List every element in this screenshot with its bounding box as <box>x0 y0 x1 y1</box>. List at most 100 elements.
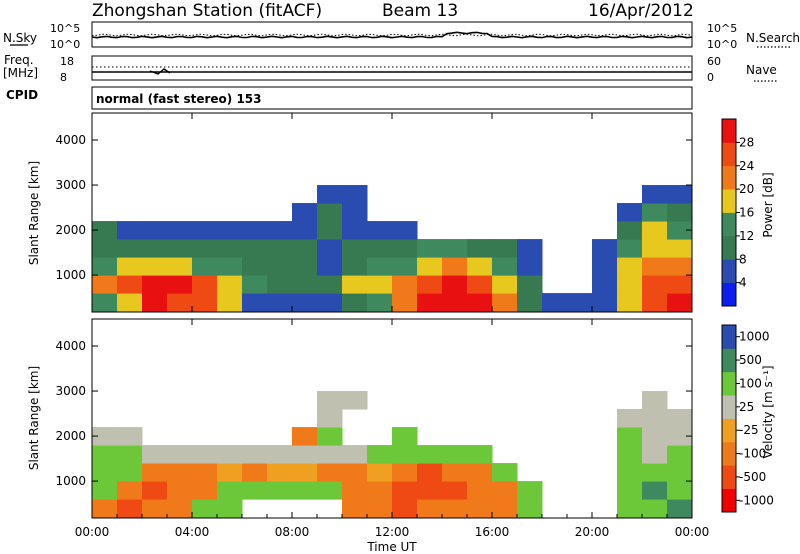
heatmap-cell <box>467 499 493 518</box>
heatmap-cell <box>667 257 693 276</box>
heatmap-cell <box>167 463 193 482</box>
heatmap-cell <box>92 463 118 482</box>
heatmap-cell <box>367 257 393 276</box>
heatmap-cell <box>317 239 343 258</box>
colorbar-segment <box>722 212 736 237</box>
heatmap-cell <box>417 463 443 482</box>
heatmap-cell <box>292 221 318 240</box>
heatmap-cell <box>267 221 293 240</box>
heatmap-cell <box>317 203 343 222</box>
y-tick-label: 3000 <box>55 384 86 398</box>
heatmap-cell <box>242 463 268 482</box>
heatmap-cell <box>167 293 193 312</box>
colorbar-tick-label: -500 <box>739 470 766 484</box>
heatmap-cell <box>292 275 318 294</box>
heatmap-cell <box>567 293 593 312</box>
freq-panel <box>91 55 693 81</box>
heatmap-cell <box>442 463 468 482</box>
heatmap-cell <box>142 463 168 482</box>
heatmap-cell <box>392 463 418 482</box>
heatmap-cell <box>642 185 668 204</box>
heatmap-cell <box>217 481 243 500</box>
power-heatmap <box>92 185 693 312</box>
freq-label: Freq. <box>4 53 34 67</box>
x-tick-label: 20:00 <box>575 525 610 539</box>
x-tick-label: 00:00 <box>75 525 110 539</box>
heatmap-cell <box>367 481 393 500</box>
heatmap-cell <box>442 293 468 312</box>
heatmap-cell <box>667 221 693 240</box>
y-tick-label: 4000 <box>55 133 86 147</box>
heatmap-cell <box>392 239 418 258</box>
heatmap-cell <box>217 293 243 312</box>
colorbar-tick-label: -100 <box>739 447 766 461</box>
heatmap-cell <box>417 481 443 500</box>
heatmap-cell <box>292 445 318 464</box>
heatmap-cell <box>542 293 568 312</box>
heatmap-cell <box>342 499 368 518</box>
heatmap-cell <box>467 481 493 500</box>
colorbar-segment <box>722 488 736 513</box>
y-tick-label: 2000 <box>55 429 86 443</box>
heatmap-cell <box>117 481 143 500</box>
nsky-tick-high: 10^5 <box>50 22 80 35</box>
heatmap-cell <box>467 445 493 464</box>
heatmap-cell <box>642 221 668 240</box>
colorbar-tick-label: 4 <box>739 276 747 290</box>
heatmap-cell <box>192 463 218 482</box>
nave-label: Nave <box>746 63 777 77</box>
heatmap-cell <box>617 427 643 446</box>
colorbar-segment <box>722 165 736 190</box>
heatmap-cell <box>667 463 693 482</box>
heatmap-cell <box>117 275 143 294</box>
heatmap-cell <box>92 257 118 276</box>
heatmap-cell <box>667 275 693 294</box>
heatmap-cell <box>267 445 293 464</box>
y-tick-label: 3000 <box>55 178 86 192</box>
heatmap-cell <box>667 293 693 312</box>
colorbar-segment <box>722 325 736 349</box>
heatmap-cell <box>342 275 368 294</box>
heatmap-cell <box>167 445 193 464</box>
heatmap-cell <box>317 293 343 312</box>
time-x-axis: 00:00 04:00 08:00 12:00 16:00 20:00 00:00 <box>75 113 710 539</box>
nave-tick-low: 0 <box>707 71 714 84</box>
heatmap-cell <box>242 275 268 294</box>
heatmap-cell <box>467 239 493 258</box>
heatmap-cell <box>667 239 693 258</box>
heatmap-cell <box>267 463 293 482</box>
heatmap-cell <box>217 275 243 294</box>
colorbar-tick-label: 20 <box>739 182 754 196</box>
heatmap-cell <box>617 221 643 240</box>
heatmap-cell <box>92 293 118 312</box>
heatmap-cell <box>242 481 268 500</box>
heatmap-cell <box>467 257 493 276</box>
freq-tick-low: 8 <box>60 71 67 84</box>
heatmap-cell <box>317 463 343 482</box>
x-tick-label: 00:00 <box>675 525 710 539</box>
heatmap-cell <box>517 293 543 312</box>
colorbar-segment <box>722 142 736 167</box>
colorbar-segment <box>722 189 736 213</box>
power-ylabel: Slant Range [km] <box>27 161 41 265</box>
heatmap-cell <box>642 203 668 222</box>
heatmap-cell <box>392 427 418 446</box>
heatmap-cell <box>142 221 168 240</box>
heatmap-cell <box>192 257 218 276</box>
heatmap-cell <box>242 445 268 464</box>
heatmap-cell <box>667 499 693 518</box>
colorbar-segment <box>722 418 736 443</box>
heatmap-cell <box>617 409 643 428</box>
heatmap-cell <box>467 463 493 482</box>
heatmap-cell <box>367 445 393 464</box>
heatmap-cell <box>242 221 268 240</box>
heatmap-cell <box>367 463 393 482</box>
beam-label: Beam 13 <box>382 1 458 21</box>
heatmap-cell <box>592 257 618 276</box>
heatmap-cell <box>492 463 518 482</box>
heatmap-cell <box>142 481 168 500</box>
colorbar-tick-label: 500 <box>739 353 762 367</box>
heatmap-cell <box>342 203 368 222</box>
heatmap-cell <box>317 257 343 276</box>
colorbar-tick-label: 12 <box>739 229 754 243</box>
